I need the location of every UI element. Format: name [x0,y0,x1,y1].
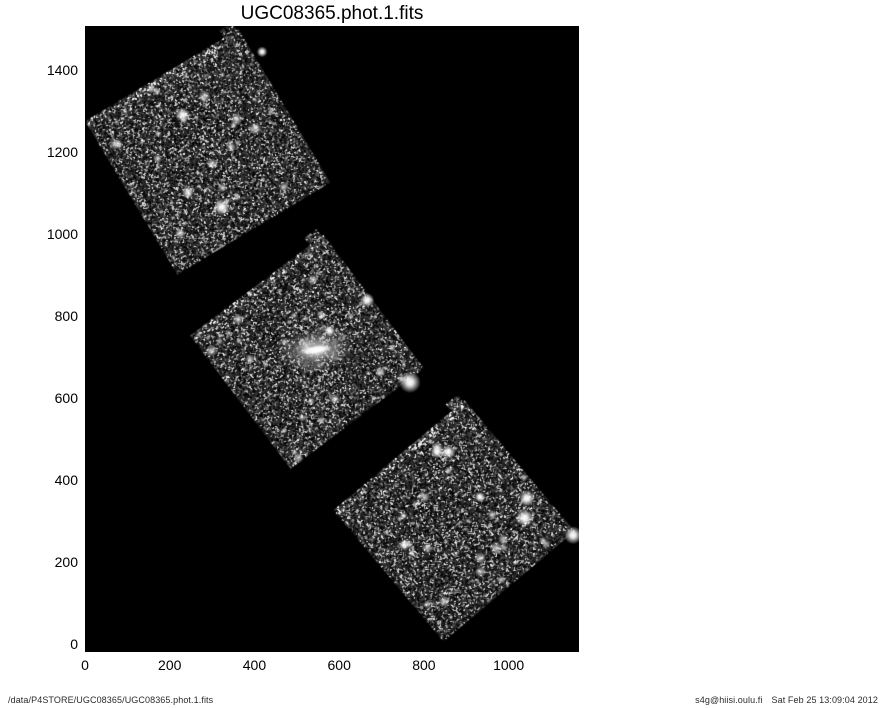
y-tick-label: 600 [54,389,78,406]
x-tick-label: 0 [81,657,89,673]
footer-timestamp: Sat Feb 25 13:09:04 2012 [771,695,878,705]
x-tick-label: 1000 [493,657,525,673]
y-tick-label: 0 [70,635,78,652]
footer-stamp: s4g@hiisi.oulu.fi Sat Feb 25 13:09:04 201… [695,695,878,705]
footer-user-host: s4g@hiisi.oulu.fi [695,695,763,705]
y-tick-label: 1000 [46,225,78,242]
x-tick-label: 800 [412,657,436,673]
y-tick-label: 1400 [46,61,78,78]
x-tick-label: 600 [327,657,351,673]
x-tick-label: 400 [242,657,267,673]
y-tick-label: 1200 [46,143,78,160]
footer-file-path: /data/P4STORE/UGC08365/UGC08365.phot.1.f… [8,695,214,705]
y-tick-label: 400 [54,471,78,488]
y-tick-label: 800 [54,307,78,324]
plot-area [85,26,579,652]
y-tick-label: 200 [54,553,78,570]
fits-image-canvas [85,26,579,652]
figure-title: UGC08365.phot.1.fits [240,3,424,24]
x-tick-label: 200 [158,657,182,673]
